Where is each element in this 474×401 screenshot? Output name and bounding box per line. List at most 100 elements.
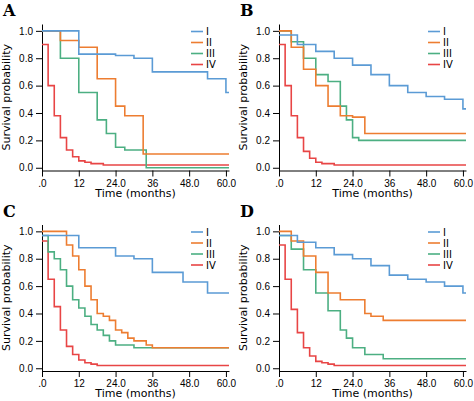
y-tick-label: 0.0: [256, 162, 270, 173]
y-tick-mark: [273, 313, 279, 314]
panel-title: A: [2, 1, 16, 20]
panel: .01224.03648.060.00.00.20.40.60.81.0Time…: [0, 1, 237, 200]
y-axis: 0.00.20.40.60.81.0: [256, 25, 279, 174]
x-axis-title: Time (months): [94, 187, 175, 200]
y-tick-mark: [36, 86, 42, 87]
legend-swatch: [428, 31, 440, 33]
x-tick-mark: [426, 171, 427, 177]
y-axis-line: [279, 25, 280, 172]
y-tick-mark: [36, 259, 42, 260]
y-tick-mark: [36, 58, 42, 59]
legend-label: I: [443, 26, 446, 37]
x-tick: 48.0: [180, 371, 200, 389]
figure: .01224.03648.060.00.00.20.40.60.81.0Time…: [0, 0, 474, 401]
x-tick-mark: [279, 371, 280, 377]
y-tick-label: 0.0: [19, 363, 33, 374]
y-tick: 1.0: [256, 26, 279, 37]
legend-label: III: [443, 249, 452, 260]
survival-line: [279, 31, 466, 134]
y-tick-label: 0.8: [256, 53, 270, 64]
legend-item: IV: [191, 59, 216, 70]
panel: .01224.03648.060.00.00.20.40.60.81.0Time…: [237, 1, 474, 200]
y-tick-mark: [36, 168, 42, 169]
y-axis-title: Survival probability: [237, 43, 250, 150]
x-tick-mark: [316, 371, 317, 377]
y-tick-mark: [273, 286, 279, 287]
legend-item: I: [191, 227, 209, 238]
y-axis-line: [42, 25, 43, 172]
y-tick: 0.8: [256, 53, 279, 64]
survival-line: [42, 45, 229, 165]
y-tick: 0.6: [19, 281, 42, 292]
x-tick-mark: [463, 371, 464, 377]
legend-item: I: [428, 26, 446, 37]
x-tick-label: .0: [275, 378, 284, 389]
x-tick-mark: [79, 371, 80, 377]
y-tick: 0.6: [19, 80, 42, 91]
survival-line: [279, 231, 466, 320]
legend: IIIIIIIV: [191, 26, 216, 70]
legend-label: IV: [206, 59, 216, 70]
y-tick-mark: [36, 140, 42, 141]
legend-label: IV: [206, 260, 216, 271]
survival-line: [279, 235, 466, 358]
legend-label: I: [443, 227, 446, 238]
x-tick: 60.0: [217, 171, 237, 189]
y-tick-label: 0.4: [19, 308, 33, 319]
x-tick-label: 48.0: [180, 378, 200, 389]
x-tick-label: 60.0: [454, 178, 474, 189]
legend-swatch: [428, 231, 440, 233]
panel: .01224.03648.060.00.00.20.40.60.81.0Time…: [237, 202, 474, 401]
x-tick: 60.0: [454, 371, 474, 389]
x-tick-mark: [426, 371, 427, 377]
x-tick-label: 48.0: [417, 378, 437, 389]
legend-swatch: [191, 264, 203, 266]
panel: .01224.03648.060.00.00.20.40.60.81.0Time…: [0, 202, 237, 401]
legend-label: III: [443, 48, 452, 59]
survival-line: [42, 231, 229, 347]
x-tick-label: 12: [74, 178, 86, 189]
legend-swatch: [428, 242, 440, 244]
y-tick: 0.0: [256, 162, 279, 173]
legend-item: IV: [428, 59, 453, 70]
survival-line: [42, 235, 229, 347]
panel-title: C: [3, 202, 16, 221]
legend-item: IV: [191, 260, 216, 271]
y-tick: 0.2: [256, 336, 279, 347]
y-tick-label: 0.6: [19, 281, 33, 292]
x-axis-line: [280, 171, 467, 172]
x-tick-label: 48.0: [180, 178, 200, 189]
y-tick-mark: [36, 286, 42, 287]
y-tick: 0.0: [256, 363, 279, 374]
y-tick-label: 0.6: [19, 80, 33, 91]
legend-item: I: [191, 26, 209, 37]
y-tick: 1.0: [19, 26, 42, 37]
y-tick-mark: [273, 168, 279, 169]
y-tick-mark: [273, 31, 279, 32]
y-tick-label: 0.2: [19, 135, 33, 146]
y-tick: 0.4: [19, 308, 42, 319]
survival-line: [42, 235, 229, 293]
x-tick: .0: [275, 371, 284, 389]
y-tick-label: 0.8: [256, 253, 270, 264]
x-tick: 12: [311, 371, 323, 389]
x-tick-mark: [189, 371, 190, 377]
y-tick-mark: [36, 313, 42, 314]
y-tick: 0.2: [256, 135, 279, 146]
y-tick-mark: [36, 31, 42, 32]
y-axis: 0.00.20.40.60.81.0: [256, 225, 279, 374]
x-tick-label: 48.0: [417, 178, 437, 189]
x-tick-mark: [189, 171, 190, 177]
y-tick-label: 0.4: [256, 108, 270, 119]
legend-item: III: [191, 48, 215, 59]
plot-area: [279, 31, 466, 165]
legend-item: I: [428, 227, 446, 238]
legend-item: III: [428, 249, 452, 260]
x-tick-mark: [152, 171, 153, 177]
y-axis-title: Survival probability: [237, 244, 250, 351]
y-tick-label: 0.2: [19, 336, 33, 347]
y-tick-mark: [273, 259, 279, 260]
x-tick: .0: [275, 171, 284, 189]
y-tick-label: 0.6: [256, 281, 270, 292]
legend-item: III: [428, 48, 452, 59]
